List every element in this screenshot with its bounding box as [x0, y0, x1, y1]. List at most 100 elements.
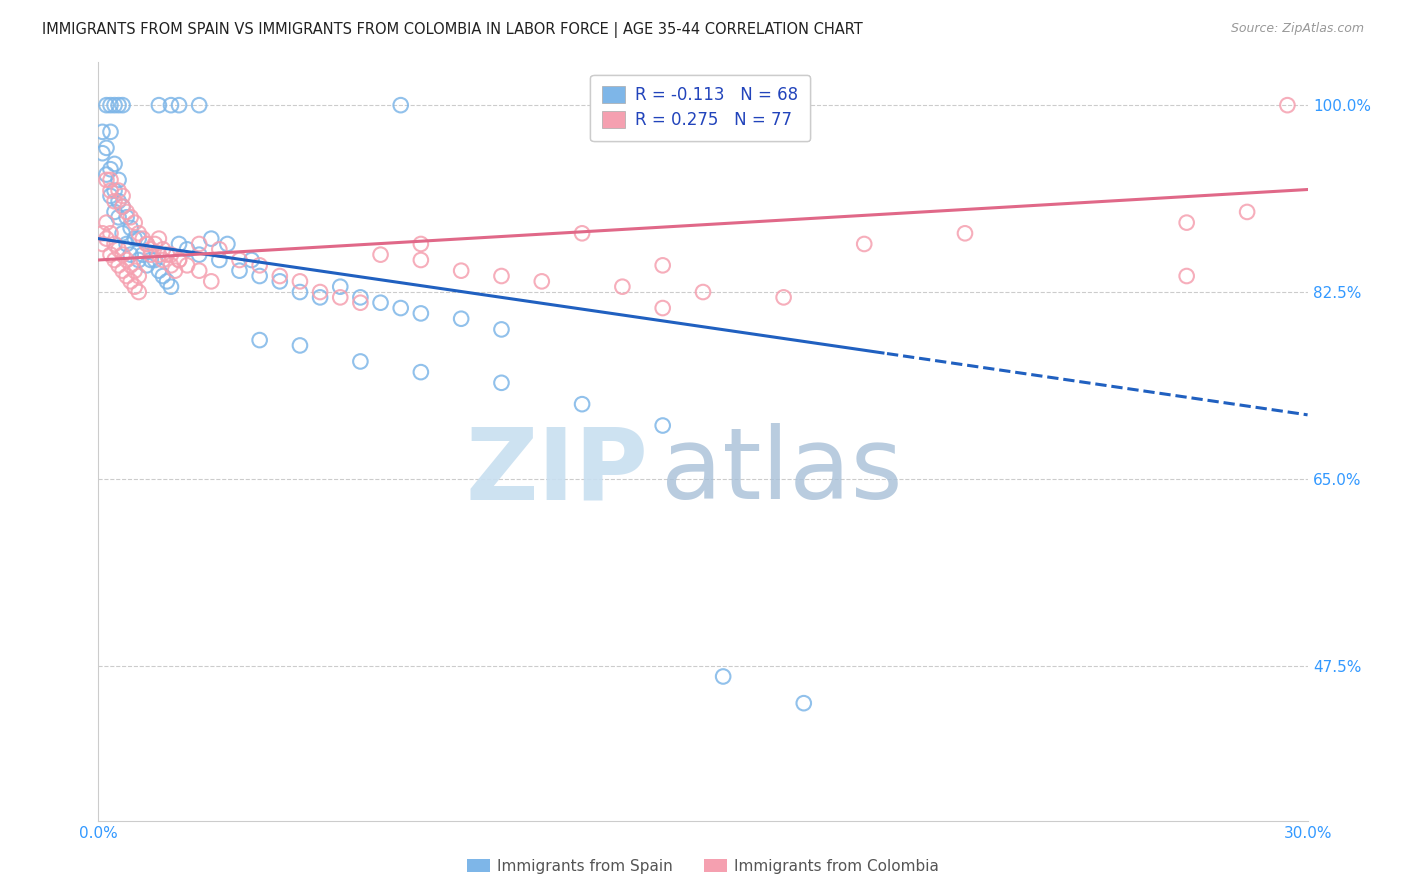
Point [148, 263, 170, 277]
Point [491, 322, 513, 336]
Point [288, 338, 311, 352]
Point [163, 263, 186, 277]
Point [156, 247, 179, 261]
Point [120, 211, 142, 225]
Point [450, 263, 472, 277]
Point [409, 252, 432, 267]
Point [160, 98, 183, 112]
Point [1175, 216, 1198, 230]
Point [91, 146, 114, 161]
Point [349, 295, 371, 310]
Point [148, 232, 170, 246]
Point [91, 125, 114, 139]
Point [571, 397, 593, 411]
Point [111, 200, 134, 214]
Text: Source: ZipAtlas.com: Source: ZipAtlas.com [1230, 22, 1364, 36]
Point [269, 274, 291, 288]
Point [139, 252, 162, 267]
Text: atlas: atlas [661, 424, 903, 520]
Point [135, 237, 157, 252]
Point [115, 268, 138, 283]
Point [100, 125, 122, 139]
Point [128, 268, 150, 283]
Point [208, 252, 231, 267]
Point [115, 252, 138, 267]
Point [124, 263, 146, 277]
Point [139, 243, 162, 257]
Point [111, 200, 134, 214]
Point [409, 237, 432, 252]
Point [370, 247, 392, 261]
Point [249, 268, 271, 283]
Point [152, 252, 174, 267]
Point [612, 279, 634, 293]
Point [100, 227, 122, 241]
Point [491, 268, 513, 283]
Point [370, 295, 392, 310]
Point [1236, 205, 1258, 219]
Point [100, 173, 122, 187]
Point [96, 98, 118, 112]
Point [1277, 98, 1299, 112]
Point [288, 274, 311, 288]
Point [853, 237, 876, 252]
Point [288, 285, 311, 299]
Point [160, 279, 183, 293]
Point [143, 252, 166, 267]
Point [228, 263, 250, 277]
Point [103, 157, 125, 171]
Point [309, 285, 332, 299]
Point [349, 290, 371, 304]
Point [188, 98, 211, 112]
Point [103, 194, 125, 209]
Point [156, 274, 179, 288]
Point [128, 252, 150, 267]
Point [176, 243, 198, 257]
Point [103, 205, 125, 219]
Point [409, 306, 432, 320]
Point [651, 258, 673, 272]
Point [91, 227, 114, 241]
Point [167, 252, 190, 267]
Point [120, 258, 142, 272]
Point [120, 247, 142, 261]
Point [103, 184, 125, 198]
Point [103, 237, 125, 252]
Point [491, 376, 513, 390]
Point [217, 237, 239, 252]
Point [96, 216, 118, 230]
Point [167, 252, 190, 267]
Point [124, 216, 146, 230]
Point [107, 173, 129, 187]
Point [329, 290, 352, 304]
Point [135, 237, 157, 252]
Point [309, 290, 332, 304]
Point [139, 247, 162, 261]
Point [107, 98, 129, 112]
Point [200, 232, 222, 246]
Point [103, 98, 125, 112]
Point [692, 285, 714, 299]
Point [128, 232, 150, 246]
Legend: Immigrants from Spain, Immigrants from Colombia: Immigrants from Spain, Immigrants from C… [461, 853, 945, 880]
Point [188, 263, 211, 277]
Point [96, 173, 118, 187]
Point [100, 189, 122, 203]
Point [111, 263, 134, 277]
Point [128, 227, 150, 241]
Point [200, 274, 222, 288]
Point [103, 252, 125, 267]
Point [96, 168, 118, 182]
Point [135, 258, 157, 272]
Point [571, 227, 593, 241]
Point [120, 274, 142, 288]
Point [1175, 268, 1198, 283]
Text: IMMIGRANTS FROM SPAIN VS IMMIGRANTS FROM COLOMBIA IN LABOR FORCE | AGE 35-44 COR: IMMIGRANTS FROM SPAIN VS IMMIGRANTS FROM… [42, 22, 863, 38]
Point [115, 205, 138, 219]
Point [148, 247, 170, 261]
Point [167, 237, 190, 252]
Point [115, 237, 138, 252]
Point [269, 268, 291, 283]
Point [188, 237, 211, 252]
Point [389, 301, 412, 315]
